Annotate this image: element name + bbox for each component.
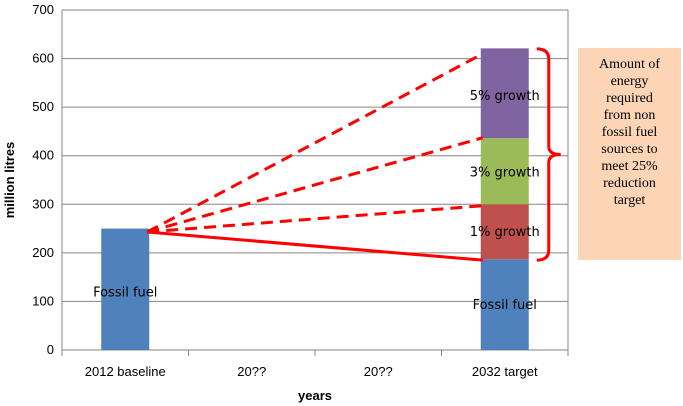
y-tick-label: 700 <box>32 2 54 17</box>
x-tick-label: 2012 baseline <box>85 364 166 379</box>
y-tick-label: 200 <box>32 245 54 260</box>
annotation-line: energy <box>610 74 649 89</box>
annotation-box: Amount of energy required from non fossil fu… <box>578 48 681 260</box>
bar-segment <box>101 228 150 350</box>
bar-label: 5% growth <box>470 89 540 104</box>
brace <box>536 47 561 262</box>
bar-label: 3% growth <box>470 165 540 180</box>
annotation-line: sources to <box>601 142 658 157</box>
annotation-line: target <box>613 193 646 208</box>
y-tick-label: 300 <box>32 196 54 211</box>
y-tick-label: 400 <box>32 148 54 163</box>
x-tick-label: 20?? <box>364 364 393 379</box>
x-axis-title: years <box>298 388 332 403</box>
annotation-line: Amount of <box>598 57 661 72</box>
bar-label: 1% growth <box>470 225 540 240</box>
y-axis-title: million litres <box>2 142 17 219</box>
annotation-line: meet 25% <box>601 159 658 174</box>
y-tick-label: 600 <box>32 51 54 66</box>
annotation-line: from non <box>603 108 656 123</box>
bar-label: Fossil fuel <box>93 286 157 301</box>
y-tick-label: 0 <box>47 342 54 357</box>
bar-label: Fossil fuel <box>473 298 537 313</box>
bar-segment <box>480 138 529 205</box>
bar-segment <box>480 259 529 350</box>
annotation-line: fossil fuel <box>601 125 658 140</box>
annotation-line: reduction <box>603 176 656 191</box>
annotation-line: required <box>606 91 653 106</box>
projection-line-dashed <box>146 136 484 234</box>
y-tick-label: 500 <box>32 99 54 114</box>
bar-segment <box>480 204 529 260</box>
projection-line-dashed <box>147 204 483 234</box>
bar-segment <box>480 48 529 139</box>
x-tick-label: 20?? <box>237 364 266 379</box>
y-tick-label: 100 <box>32 293 54 308</box>
projection-line-solid <box>147 230 483 262</box>
projection-line-dashed <box>146 52 484 234</box>
x-tick-label: 2032 target <box>472 364 538 379</box>
